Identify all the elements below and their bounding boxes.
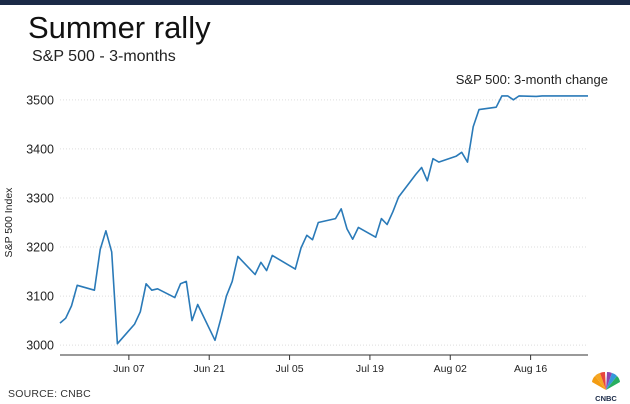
cnbc-peacock-logo: CNBC [592,371,620,403]
source-note: SOURCE: CNBC [8,388,91,400]
x-tick-label: Aug 02 [434,363,467,375]
x-tick-label: Jun 21 [193,363,225,375]
legend-label: S&P 500: 3-month change [455,72,608,87]
series-line-sp500 [59,95,588,345]
y-tick-label: 3000 [26,339,54,353]
x-tick-label: Aug 16 [514,363,547,375]
x-tick-label: Jul 19 [356,363,384,375]
y-tick-label: 3300 [26,191,54,205]
peacock-icon [592,371,620,390]
y-tick-label: 3400 [26,142,54,156]
y-tick-label: 3200 [26,241,54,255]
chart-subtitle: S&P 500 - 3-months [32,48,176,65]
top-accent-bar [0,0,630,5]
x-tick-label: Jun 07 [113,363,145,375]
chart-title: Summer rally [28,10,211,45]
y-axis-title: S&P 500 Index [3,187,15,258]
y-tick-label: 3100 [26,290,54,304]
x-tick-label: Jul 05 [276,363,304,375]
y-tick-label: 3500 [26,93,54,107]
logo-text: CNBC [595,394,617,403]
